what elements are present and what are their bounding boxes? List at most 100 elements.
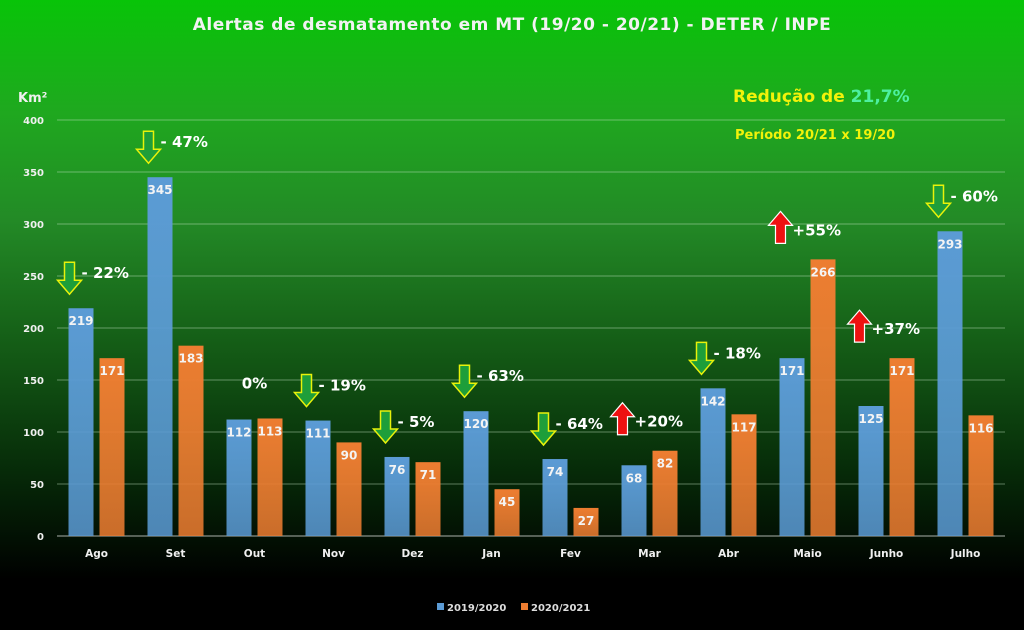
x-tick-label: Mar: [638, 548, 662, 560]
y-tick-label: 250: [23, 272, 44, 283]
y-axis-label: Km²: [18, 91, 47, 106]
change-annotation: - 19%: [319, 377, 366, 395]
data-label: 112: [226, 426, 251, 440]
bar-2020-2021: [257, 418, 283, 536]
bar-2020-2021: [415, 462, 441, 536]
change-annotation: - 64%: [556, 415, 603, 433]
bar-2020-2021: [573, 507, 599, 536]
bar-2020-2021: [968, 415, 994, 536]
change-annotation: +37%: [872, 320, 920, 338]
data-label: 171: [779, 364, 804, 378]
y-tick-label: 50: [30, 480, 44, 491]
down-arrow-icon: [687, 341, 716, 376]
change-annotation: +55%: [793, 221, 841, 239]
up-arrow-icon: [767, 210, 794, 244]
data-label: 27: [578, 514, 595, 528]
y-tick-label: 350: [23, 168, 44, 179]
data-label: 113: [257, 424, 282, 438]
bar-2020-2021: [99, 358, 125, 536]
data-label: 345: [147, 183, 172, 197]
down-arrow-icon: [450, 364, 479, 399]
data-label: 142: [700, 394, 725, 408]
change-annotation: - 47%: [161, 133, 208, 151]
data-label: 82: [657, 457, 674, 471]
bar-2019-2020: [305, 420, 331, 536]
data-label: 219: [68, 314, 93, 328]
down-arrow-icon: [292, 373, 321, 408]
bar-2019-2020: [542, 459, 568, 536]
change-annotation: - 60%: [951, 187, 998, 205]
legend-label: 2019/2020: [447, 603, 506, 614]
data-label: 171: [99, 364, 124, 378]
x-tick-label: Nov: [322, 548, 345, 560]
legend-swatch: [521, 603, 528, 610]
bar-2019-2020: [226, 419, 252, 536]
data-label: 111: [305, 427, 330, 441]
bar-2019-2020: [779, 358, 805, 536]
change-annotation: - 63%: [477, 367, 524, 385]
x-tick-label: Junho: [869, 548, 904, 560]
x-tick-label: Jan: [481, 548, 500, 560]
bar-2019-2020: [463, 411, 489, 536]
x-tick-label: Out: [244, 548, 265, 560]
data-label: 116: [968, 421, 993, 435]
reduction-value: 21,7%: [851, 87, 910, 107]
down-arrow-icon: [529, 412, 558, 447]
x-tick-label: Dez: [402, 548, 424, 560]
x-tick-label: Abr: [718, 548, 740, 560]
bar-2019-2020: [700, 388, 726, 536]
data-label: 71: [420, 468, 437, 482]
data-label: 68: [626, 471, 643, 485]
down-arrow-icon: [371, 410, 400, 445]
bar-2020-2021: [178, 345, 204, 536]
bar-2019-2020: [621, 465, 647, 536]
change-annotation: +20%: [635, 413, 683, 431]
data-label: 90: [341, 448, 358, 462]
bar-2020-2021: [652, 450, 678, 536]
y-tick-label: 150: [23, 376, 44, 387]
down-arrow-icon: [924, 184, 953, 219]
x-tick-label: Ago: [85, 548, 108, 560]
x-tick-label: Set: [166, 548, 186, 560]
x-tick-label: Fev: [560, 548, 581, 560]
bar-2019-2020: [68, 308, 94, 536]
chart-title: Alertas de desmatamento em MT (19/20 - 2…: [193, 15, 831, 35]
data-label: 74: [547, 465, 564, 479]
bar-2019-2020: [858, 406, 884, 536]
x-tick-label: Julho: [950, 548, 981, 560]
bar-2020-2021: [810, 259, 836, 536]
data-label: 125: [858, 412, 883, 426]
up-arrow-icon: [846, 309, 873, 343]
up-arrow-icon: [609, 401, 636, 436]
bar-2020-2021: [731, 414, 757, 536]
y-tick-label: 100: [23, 428, 44, 439]
y-tick-label: 0: [37, 532, 44, 543]
y-tick-label: 300: [23, 220, 44, 231]
change-annotation: 0%: [242, 374, 267, 392]
change-annotation: - 22%: [82, 264, 129, 282]
data-label: 171: [889, 364, 914, 378]
period-label: Período 20/21 x 19/20: [735, 128, 895, 143]
y-tick-label: 200: [23, 324, 44, 335]
data-label: 120: [463, 417, 488, 431]
bar-2019-2020: [937, 231, 963, 536]
data-label: 117: [731, 420, 756, 434]
change-annotation: - 18%: [714, 344, 761, 362]
data-label: 45: [499, 495, 516, 509]
reduction-prefix: Redução de: [733, 87, 851, 107]
reduction-summary: Redução de 21,7%: [733, 87, 910, 107]
data-label: 266: [810, 265, 835, 279]
legend: 2019/2020 2020/2021: [437, 603, 590, 614]
bar-2019-2020: [147, 177, 173, 536]
data-label: 293: [937, 237, 962, 251]
y-tick-label: 400: [23, 116, 44, 127]
legend-swatch: [437, 603, 444, 610]
down-arrow-icon: [55, 261, 84, 296]
bar-2020-2021: [494, 489, 520, 536]
x-tick-label: Maio: [793, 548, 821, 560]
bar-2019-2020: [384, 456, 410, 536]
bar-2020-2021: [889, 358, 915, 536]
data-label: 183: [178, 352, 203, 366]
down-arrow-icon: [134, 130, 163, 165]
